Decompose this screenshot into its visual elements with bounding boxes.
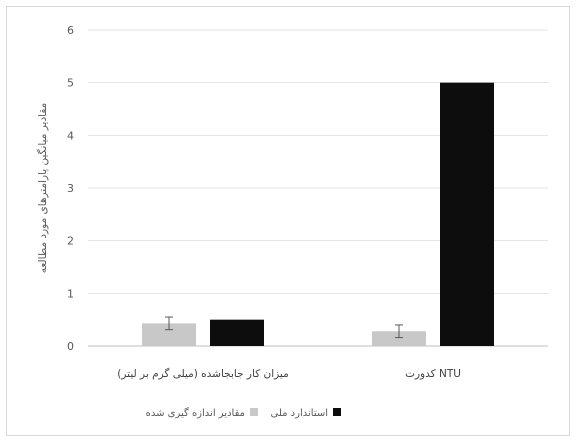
category-labels: میزان کار جابجاشده (میلی گرم بر لیتر) کد… <box>117 367 461 380</box>
y-tick-label: 5 <box>67 77 74 90</box>
legend-label: استاندارد ملی <box>271 408 329 419</box>
legend-swatch <box>250 408 258 416</box>
y-tick-labels: 0 1 2 3 4 5 6 <box>67 24 74 353</box>
y-tick-label: 2 <box>67 235 74 248</box>
y-tick-label: 4 <box>67 129 74 142</box>
legend-swatch <box>333 408 341 416</box>
category-label: میزان کار جابجاشده (میلی گرم بر لیتر) <box>117 367 288 380</box>
bar <box>440 82 494 347</box>
y-tick-label: 6 <box>67 24 74 37</box>
bar <box>210 319 264 346</box>
bars <box>142 82 494 347</box>
category-label: کدورت NTU <box>405 368 461 380</box>
bar <box>142 323 196 346</box>
y-axis-label: مقادیر میانگین پارامترهای مورد مطالعه <box>36 103 49 274</box>
bar <box>372 331 426 346</box>
y-tick-label: 0 <box>67 340 74 353</box>
legend-label: مقادیر اندازه گیری شده <box>146 407 245 419</box>
y-tick-label: 1 <box>67 287 74 300</box>
y-tick-label: 3 <box>67 182 74 195</box>
legend: مقادیر اندازه گیری شده استاندارد ملی <box>146 407 341 419</box>
